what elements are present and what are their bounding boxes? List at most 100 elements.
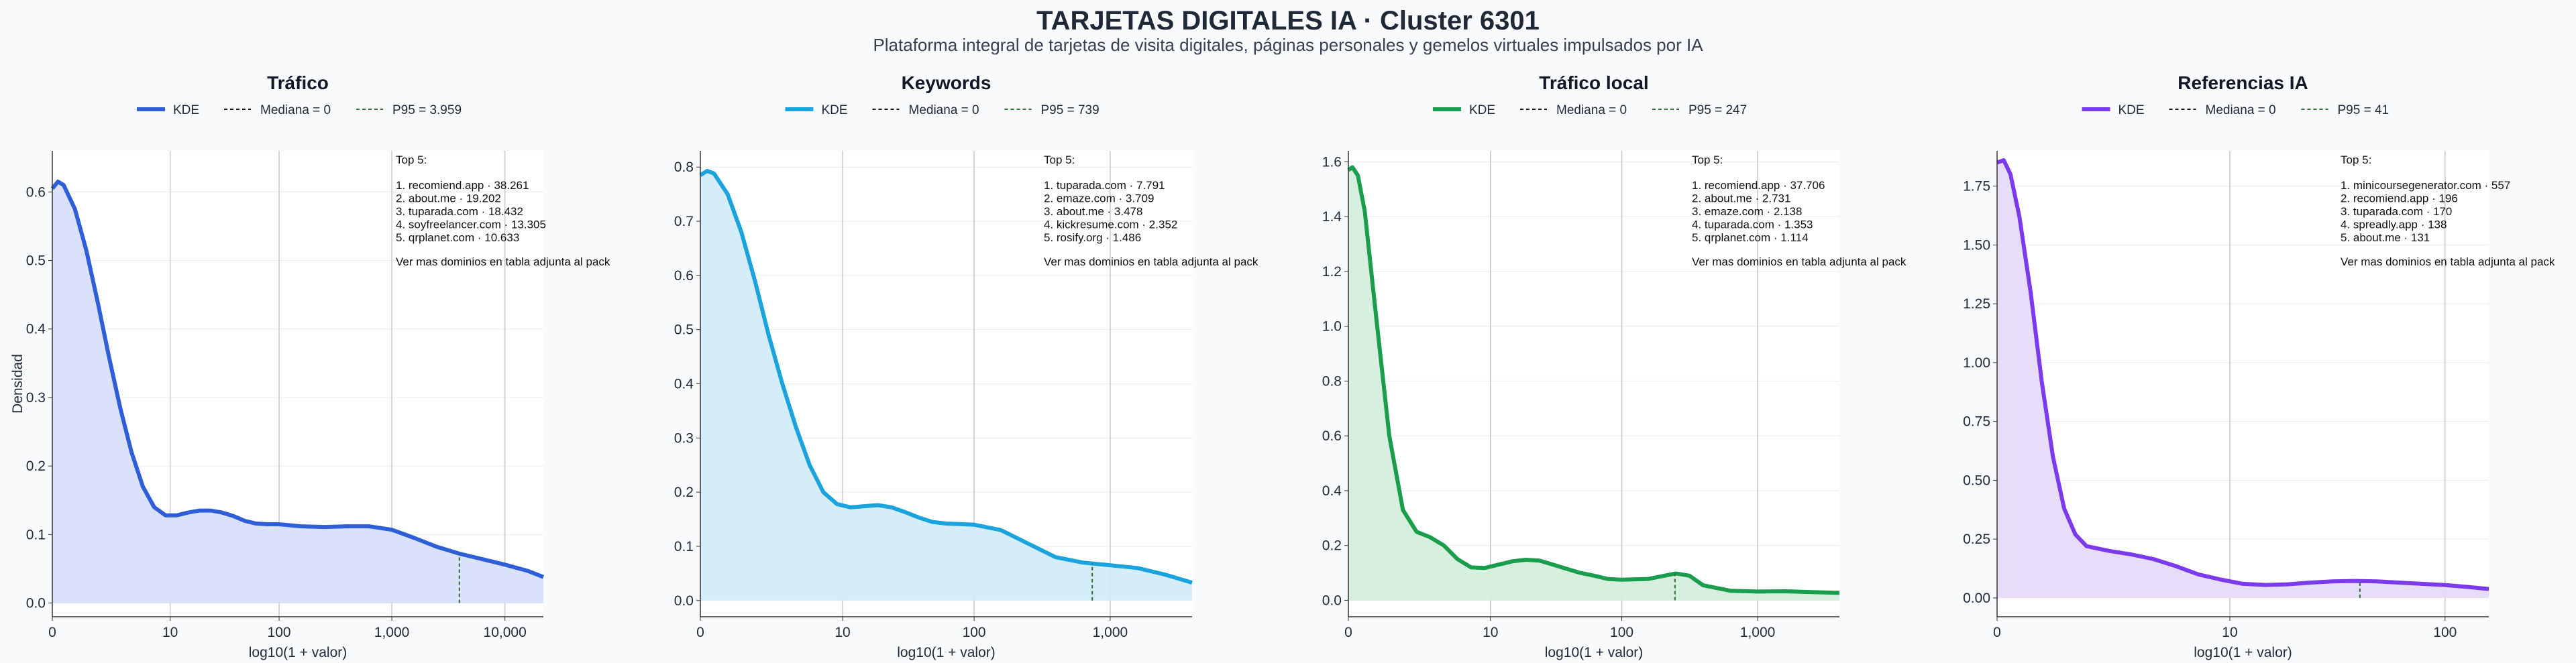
x-tick-label: 0 <box>1993 625 2001 640</box>
top5-note: Ver mas dominios en tabla adjunta al pac… <box>396 255 610 268</box>
top5-item: 1. minicoursegenerator.com · 557 <box>2341 179 2510 192</box>
panel-title: Tráfico <box>267 72 329 93</box>
x-tick-label: 0 <box>1344 625 1352 640</box>
y-tick-label: 0.4 <box>1322 483 1342 499</box>
legend-kde-label: KDE <box>2118 103 2145 117</box>
legend-median-label: Mediana = 0 <box>909 103 979 117</box>
y-tick-label: 0.6 <box>26 184 46 200</box>
legend-kde-label: KDE <box>173 103 199 117</box>
y-tick-label: 0.25 <box>1963 532 1990 547</box>
y-tick-label: 0.3 <box>674 430 694 446</box>
kde-line <box>1996 158 2489 591</box>
x-tick-label: 10 <box>2222 625 2237 640</box>
legend: KDE Mediana = 0 P95 = 739 <box>785 103 1099 117</box>
x-tick-label: 10,000 <box>484 625 527 640</box>
top5-item: 2. about.me · 19.202 <box>396 192 501 205</box>
x-tick-label: 100 <box>963 625 986 640</box>
top5-note: Ver mas dominios en tabla adjunta al pac… <box>1044 255 1258 268</box>
y-tick-label: 0.00 <box>1963 591 1990 606</box>
y-tick-label: 1.75 <box>1963 179 1990 194</box>
y-tick-label: 0.0 <box>674 593 694 609</box>
top5-item: 1. tuparada.com · 7.791 <box>1044 179 1165 192</box>
x-tick-label: 100 <box>2433 625 2457 640</box>
top5-annotation: Top 5: 1. minicoursegenerator.com · 5572.… <box>2341 154 2555 268</box>
top5-item: 2. emaze.com · 3.709 <box>1044 192 1154 205</box>
top5-heading: Top 5: <box>396 154 427 166</box>
legend-median-label: Mediana = 0 <box>260 103 331 117</box>
y-tick-label: 0.75 <box>1963 414 1990 430</box>
kde-area <box>1997 160 2489 598</box>
legend-p95-label: P95 = 739 <box>1041 103 1099 117</box>
y-tick-label: 0.0 <box>1322 593 1342 608</box>
y-tick-label: 1.0 <box>1322 319 1342 335</box>
figure-subtitle: Plataforma integral de tarjetas de visit… <box>873 35 1703 55</box>
y-tick-label: 0.2 <box>26 459 46 474</box>
panel-title: Keywords <box>902 72 991 93</box>
y-tick-label: 0.2 <box>674 485 694 500</box>
y-tick-label: 1.25 <box>1963 296 1990 312</box>
kde-line <box>50 180 545 579</box>
top5-item: 5. rosify.org · 1.486 <box>1044 231 1141 244</box>
top5-item: 3. emaze.com · 2.138 <box>1692 205 1802 218</box>
top5-item: 5. qrplanet.com · 10.633 <box>396 231 519 244</box>
top5-note: Ver mas dominios en tabla adjunta al pac… <box>2341 255 2555 268</box>
x-tick-label: 10 <box>1483 625 1498 640</box>
x-tick-label: 0 <box>48 625 56 640</box>
legend-p95-label: P95 = 41 <box>2338 103 2390 117</box>
top5-item: 4. tuparada.com · 1.353 <box>1692 219 1813 231</box>
x-axis-label: log10(1 + valor) <box>249 645 347 660</box>
legend: KDE Mediana = 0 P95 = 247 <box>1433 103 1747 117</box>
y-tick-label: 0.5 <box>674 322 694 338</box>
legend: KDE Mediana = 0 P95 = 41 <box>2082 103 2390 117</box>
top5-item: 2. about.me · 2.731 <box>1692 192 1790 205</box>
y-tick-label: 1.6 <box>1322 154 1342 170</box>
panel-title: Tráfico local <box>1539 72 1648 93</box>
legend-kde-label: KDE <box>822 103 848 117</box>
legend-kde-label: KDE <box>1469 103 1495 117</box>
y-tick-label: 0.4 <box>26 322 46 337</box>
y-tick-label: 1.00 <box>1963 355 1990 371</box>
panel-4: 0.00 0.25 0.50 0.75 1.00 1.25 1.50 1.75 0 10 100 Re… <box>1963 72 2555 660</box>
x-tick-label: 1,000 <box>1740 625 1776 640</box>
x-tick-label: 1,000 <box>374 625 410 640</box>
y-tick-label: 0.1 <box>26 527 46 542</box>
panel-title: Referencias IA <box>2178 72 2308 93</box>
figure-title: TARJETAS DIGITALES IA · Cluster 6301 <box>1036 6 1540 36</box>
y-tick-label: 1.2 <box>1322 264 1342 280</box>
x-tick-label: 0 <box>696 625 704 640</box>
y-tick-label: 1.50 <box>1963 237 1990 253</box>
y-tick-label: 0.5 <box>26 253 46 269</box>
top5-note: Ver mas dominios en tabla adjunta al pac… <box>1692 255 1907 268</box>
top5-item: 4. spreadly.app · 138 <box>2341 219 2447 231</box>
panel-1: 0.0 0.1 0.2 0.3 0.4 0.5 0.6 0 10 100 1,000 10,000 Tr… <box>10 72 610 660</box>
x-tick-label: 1,000 <box>1093 625 1128 640</box>
y-tick-label: 0.8 <box>1322 373 1342 389</box>
x-tick-label: 10 <box>162 625 178 640</box>
y-axis-label: Densidad <box>10 354 25 414</box>
legend-p95-label: P95 = 3.959 <box>392 103 462 117</box>
x-tick-label: 10 <box>835 625 850 640</box>
top5-item: 3. tuparada.com · 170 <box>2341 205 2452 218</box>
top5-item: 4. kickresume.com · 2.352 <box>1044 219 1177 231</box>
y-tick-label: 0.2 <box>1322 538 1342 554</box>
top5-item: 4. soyfreelancer.com · 13.305 <box>396 219 546 231</box>
kde-line <box>1347 165 1840 595</box>
top5-heading: Top 5: <box>1692 154 1723 166</box>
top5-item: 3. tuparada.com · 18.432 <box>396 205 523 218</box>
x-axis-label: log10(1 + valor) <box>897 645 996 660</box>
panel-3: 0.0 0.2 0.4 0.6 0.8 1.0 1.2 1.4 1.6 0 10 100 1,000 Tr… <box>1322 72 1907 660</box>
y-tick-label: 0.4 <box>674 377 694 392</box>
x-axis-label: log10(1 + valor) <box>2194 645 2292 660</box>
y-tick-label: 0.6 <box>674 268 694 284</box>
panel-2: 0.0 0.1 0.2 0.3 0.4 0.5 0.6 0.7 0.8 0 10 100 1,000 Ke… <box>674 72 1258 660</box>
top5-item: 3. about.me · 3.478 <box>1044 205 1142 218</box>
y-tick-label: 0.7 <box>674 214 694 229</box>
legend-p95-label: P95 = 247 <box>1688 103 1747 117</box>
legend: KDE Mediana = 0 P95 = 3.959 <box>137 103 462 117</box>
top5-heading: Top 5: <box>1044 154 1075 166</box>
y-tick-label: 1.4 <box>1322 209 1342 225</box>
